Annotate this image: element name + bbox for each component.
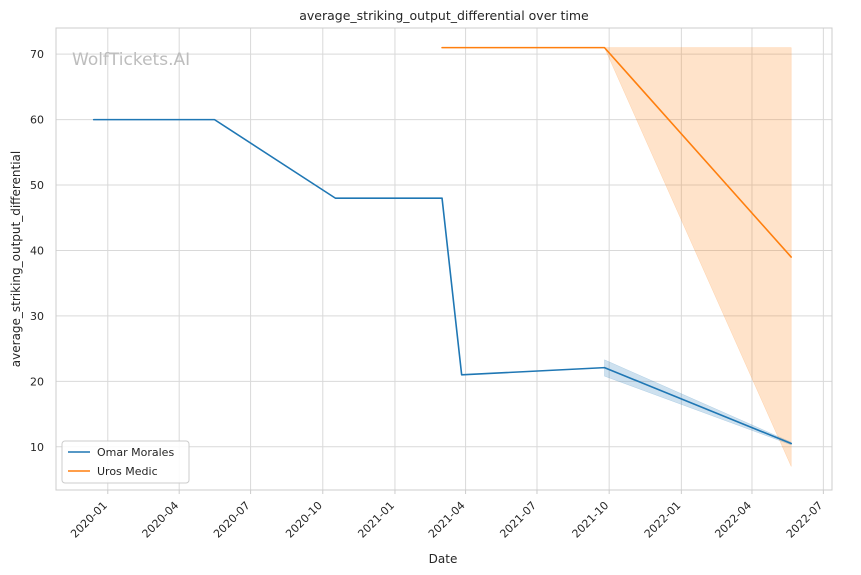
y-tick-labels: 10 20 30 40 50 60 70 [30,48,44,454]
plot-frame [55,27,833,491]
legend: Omar Morales Uros Medic [61,440,190,484]
x-axis-label: Date [429,552,458,566]
legend-label-omar-morales: Omar Morales [97,446,174,459]
series-line-omar-morales [92,118,792,445]
chart-title: average_striking_output_differential ove… [299,8,589,23]
series-line-uros-medic [441,46,792,258]
y-tick-label: 50 [30,179,44,192]
series-lines [92,46,792,445]
watermark: WolfTickets.AI [72,50,190,70]
legend-box [61,440,190,484]
grid [56,28,832,494]
y-tick-label: 30 [30,310,44,323]
y-tick-label: 40 [30,244,44,257]
y-tick-label: 70 [30,48,44,61]
y-tick-label: 60 [30,114,44,127]
y-tick-label: 20 [30,375,44,388]
confidence-band-omar-morales [604,359,792,446]
y-tick-label: 10 [30,441,44,454]
y-axis-label: average_striking_output_differential [9,151,23,367]
legend-label-uros-medic: Uros Medic [97,465,158,478]
